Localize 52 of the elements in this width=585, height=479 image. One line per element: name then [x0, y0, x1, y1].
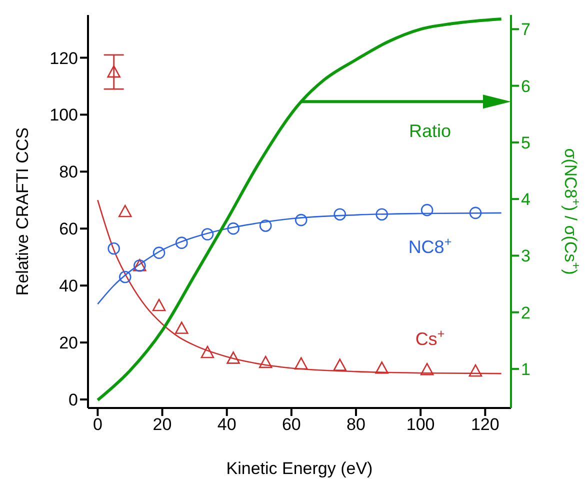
point — [227, 222, 240, 235]
y-tick-label: 120 — [50, 48, 78, 68]
y2-tick-label: 2 — [521, 303, 530, 322]
point — [468, 364, 482, 377]
y-axis-title: Relative CRAFTI CCS — [13, 127, 32, 296]
point — [420, 204, 434, 216]
x-tick-label: 0 — [92, 415, 102, 434]
point — [258, 356, 272, 368]
y-tick-label: 0 — [68, 390, 78, 410]
y2-tick-label: 4 — [521, 190, 530, 210]
x-tick-label: 100 — [406, 415, 435, 434]
x-tick-label: 20 — [152, 415, 172, 434]
y2-tick-label: 7 — [521, 20, 530, 40]
y-tick-label: 100 — [50, 106, 78, 125]
text: Ratio — [408, 121, 452, 141]
x-tick-label: 60 — [282, 415, 301, 434]
point — [294, 214, 308, 226]
y-tick-label: 40 — [59, 276, 78, 296]
x-axis-title: Kinetic Energy (eV) — [226, 459, 373, 478]
y2-tick-label: 5 — [521, 133, 530, 152]
point — [376, 208, 388, 220]
point — [174, 322, 188, 334]
point — [469, 206, 482, 220]
point — [420, 362, 434, 376]
point — [152, 298, 166, 312]
point — [294, 357, 308, 370]
series-label: NC8$^{+}$ — [408, 235, 452, 257]
line-series — [97, 199, 502, 374]
x-tick-label: 80 — [346, 415, 366, 434]
series-label: Cs$^{+}$ — [415, 327, 445, 349]
point — [333, 358, 347, 371]
point — [259, 220, 272, 232]
point — [334, 208, 346, 220]
point — [375, 361, 388, 374]
x-tick-label: 120 — [470, 415, 500, 434]
point — [118, 270, 132, 284]
point — [107, 65, 120, 78]
y2-tick-label: 3 — [521, 246, 530, 266]
point — [200, 346, 214, 358]
point — [175, 236, 188, 249]
line-series — [96, 17, 503, 402]
point — [108, 242, 120, 255]
point — [201, 228, 214, 240]
y-tick-label: 20 — [59, 334, 78, 353]
point — [152, 246, 166, 259]
point — [118, 204, 132, 218]
point — [226, 352, 240, 364]
y2-tick-label: 1 — [521, 360, 530, 379]
y2-tick-label: 6 — [521, 76, 530, 96]
y-tick-label: 60 — [59, 220, 78, 239]
y-tick-label: 80 — [59, 162, 78, 182]
x-tick-label: 40 — [217, 415, 236, 434]
